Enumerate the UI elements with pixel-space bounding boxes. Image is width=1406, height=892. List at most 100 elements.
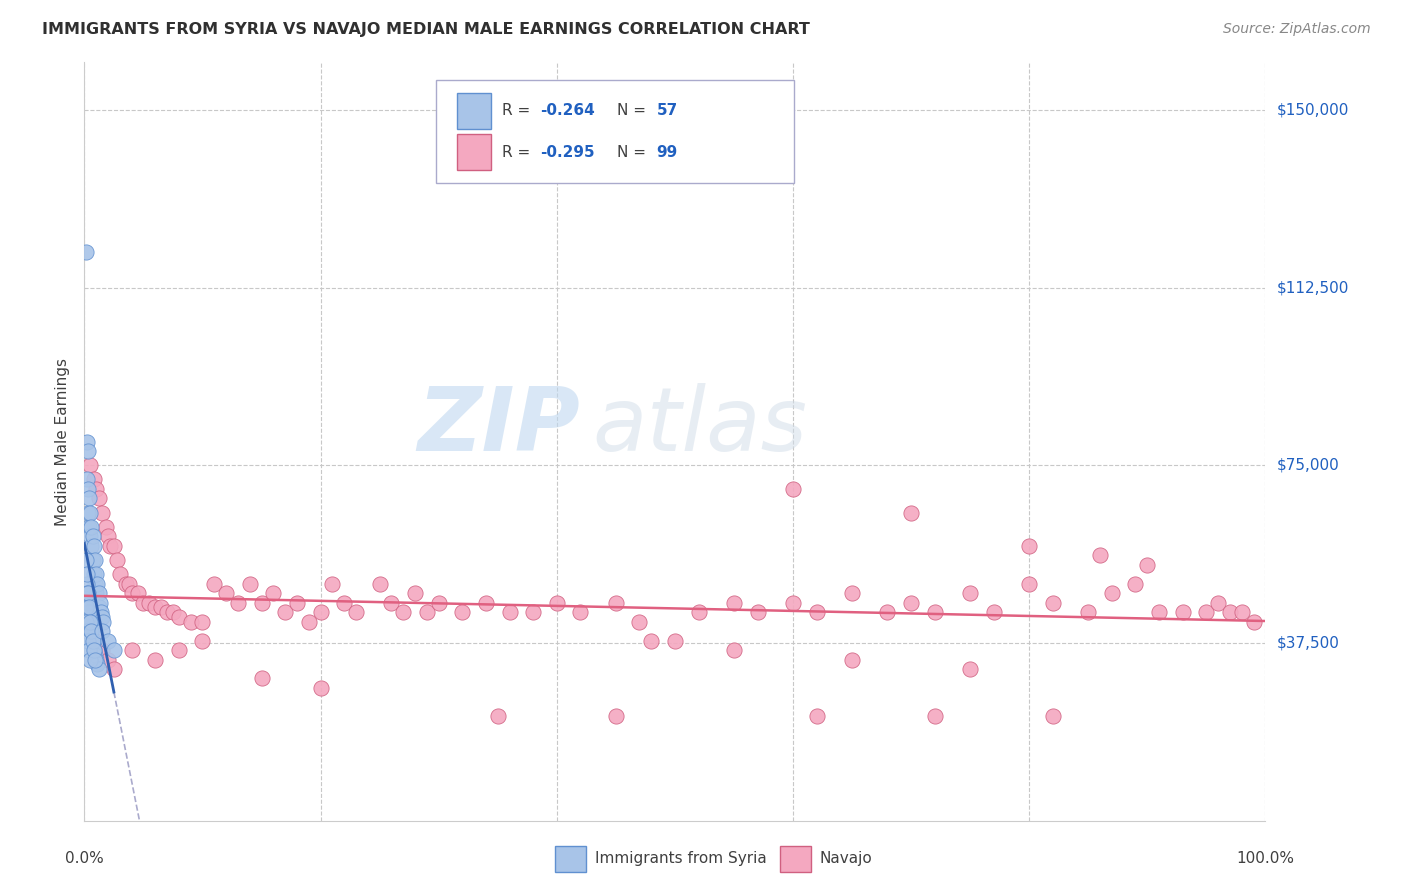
Point xyxy=(77,586,100,600)
Point xyxy=(569,605,592,619)
Point xyxy=(132,596,155,610)
Point xyxy=(75,553,97,567)
Text: -0.264: -0.264 xyxy=(540,103,595,119)
Point xyxy=(77,520,100,534)
Point xyxy=(83,539,105,553)
Point xyxy=(87,662,110,676)
Point xyxy=(83,567,105,582)
Point xyxy=(215,586,238,600)
Point xyxy=(262,586,284,600)
Text: R =: R = xyxy=(502,145,536,160)
Text: Immigrants from Syria: Immigrants from Syria xyxy=(595,852,766,866)
Point xyxy=(983,605,1005,619)
Point xyxy=(1219,605,1241,619)
Point xyxy=(1195,605,1218,619)
Point xyxy=(250,596,273,610)
Point xyxy=(108,567,131,582)
Point xyxy=(522,605,544,619)
Text: -0.295: -0.295 xyxy=(540,145,595,160)
Point xyxy=(121,643,143,657)
Point xyxy=(900,596,922,610)
Point xyxy=(76,434,98,449)
Point xyxy=(82,553,104,567)
Point xyxy=(202,576,225,591)
Point xyxy=(103,539,125,553)
Point xyxy=(79,506,101,520)
Point xyxy=(1230,605,1253,619)
Point xyxy=(84,482,107,496)
Point xyxy=(380,596,402,610)
Text: ZIP: ZIP xyxy=(418,383,581,470)
Point xyxy=(77,600,100,615)
Point xyxy=(806,605,828,619)
Point xyxy=(1125,576,1147,591)
Point xyxy=(924,605,946,619)
Point xyxy=(118,576,141,591)
Point xyxy=(1206,596,1229,610)
Point xyxy=(87,491,110,506)
Point xyxy=(298,615,321,629)
Text: 99: 99 xyxy=(657,145,678,160)
Point xyxy=(127,586,149,600)
Text: 0.0%: 0.0% xyxy=(65,851,104,866)
Point xyxy=(150,600,173,615)
Point xyxy=(87,586,110,600)
Point xyxy=(427,596,450,610)
Point xyxy=(91,506,114,520)
Point xyxy=(1042,709,1064,723)
Point xyxy=(75,615,97,629)
Point xyxy=(191,615,214,629)
Point xyxy=(121,586,143,600)
Point xyxy=(959,662,981,676)
Point xyxy=(959,586,981,600)
Point xyxy=(79,615,101,629)
Point xyxy=(77,605,100,619)
Point xyxy=(75,600,97,615)
Point xyxy=(97,633,120,648)
Point xyxy=(404,586,426,600)
Point xyxy=(1147,605,1170,619)
Point xyxy=(138,596,160,610)
Point xyxy=(841,586,863,600)
Point xyxy=(77,506,100,520)
Text: R =: R = xyxy=(502,103,536,119)
Point xyxy=(114,576,136,591)
Y-axis label: Median Male Earnings: Median Male Earnings xyxy=(55,358,70,525)
Point xyxy=(94,520,117,534)
Point xyxy=(76,624,98,639)
Text: IMMIGRANTS FROM SYRIA VS NAVAJO MEDIAN MALE EARNINGS CORRELATION CHART: IMMIGRANTS FROM SYRIA VS NAVAJO MEDIAN M… xyxy=(42,22,810,37)
Point xyxy=(309,605,332,619)
Point xyxy=(664,633,686,648)
Text: 100.0%: 100.0% xyxy=(1236,851,1295,866)
Point xyxy=(191,633,214,648)
Point xyxy=(82,633,104,648)
Point xyxy=(77,596,100,610)
Point xyxy=(876,605,898,619)
Point xyxy=(80,520,103,534)
Point xyxy=(368,576,391,591)
Text: Source: ZipAtlas.com: Source: ZipAtlas.com xyxy=(1223,22,1371,37)
Point xyxy=(84,648,107,662)
Text: $75,000: $75,000 xyxy=(1277,458,1340,473)
Point xyxy=(162,605,184,619)
Point xyxy=(1101,586,1123,600)
Point xyxy=(475,596,498,610)
Point xyxy=(392,605,415,619)
Point xyxy=(285,596,308,610)
Text: $150,000: $150,000 xyxy=(1277,103,1348,118)
Text: $112,500: $112,500 xyxy=(1277,280,1348,295)
Point xyxy=(250,672,273,686)
Point xyxy=(924,709,946,723)
Point xyxy=(416,605,439,619)
Text: N =: N = xyxy=(617,103,651,119)
Point xyxy=(1088,548,1111,563)
Point xyxy=(76,586,98,600)
Point xyxy=(782,596,804,610)
Point xyxy=(84,652,107,666)
Point xyxy=(486,709,509,723)
Point xyxy=(107,553,129,567)
Point xyxy=(167,643,190,657)
Point xyxy=(782,482,804,496)
Point xyxy=(91,610,114,624)
Text: N =: N = xyxy=(617,145,651,160)
